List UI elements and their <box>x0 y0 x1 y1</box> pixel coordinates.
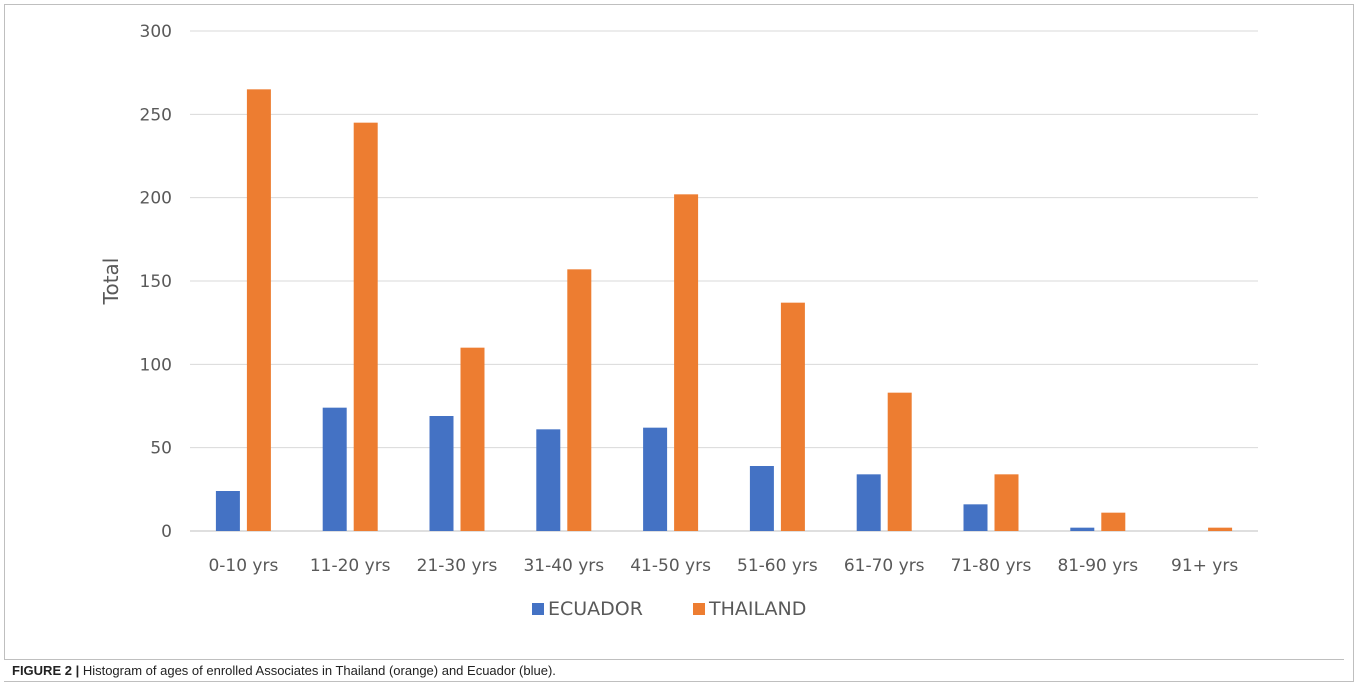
bar-thailand-4 <box>674 194 699 532</box>
y-tick-label: 100 <box>140 355 172 375</box>
bar-ecuador-8 <box>1070 527 1095 531</box>
bar-thailand-2 <box>460 347 485 531</box>
bar-thailand-3 <box>567 269 592 531</box>
x-tick-label: 81-90 yrs <box>1057 556 1138 576</box>
y-tick-label: 50 <box>150 439 172 459</box>
bar-thailand-5 <box>780 302 805 531</box>
bar-ecuador-3 <box>536 429 561 531</box>
y-axis-label: Total <box>99 258 123 306</box>
bar-chart: 0 50 100 150 200 250 300 0-10 yrs 11-20 yrs 21-3… <box>99 22 1258 620</box>
bar-ecuador-2 <box>429 416 454 531</box>
x-tick-label: 11-20 yrs <box>310 556 391 576</box>
legend-label-ecuador: ECUADOR <box>548 598 643 620</box>
bar-ecuador-0 <box>215 491 240 531</box>
bar-thailand-6 <box>887 392 912 531</box>
bar-ecuador-5 <box>749 466 774 531</box>
bar-thailand-1 <box>353 122 378 532</box>
bar-thailand-7 <box>994 474 1019 531</box>
gridlines <box>190 30 1258 532</box>
bar-ecuador-4 <box>643 427 668 531</box>
bar-ecuador-7 <box>963 504 988 531</box>
x-tick-label: 61-70 yrs <box>844 556 925 576</box>
caption-text: Histogram of ages of enrolled Associates… <box>79 663 556 678</box>
bar-thailand-9 <box>1208 527 1233 531</box>
x-tick-label: 41-50 yrs <box>630 556 711 576</box>
y-tick-label: 0 <box>161 522 172 542</box>
x-tick-label: 91+ yrs <box>1171 556 1238 576</box>
x-tick-label: 51-60 yrs <box>737 556 818 576</box>
legend-swatch-ecuador <box>532 603 544 615</box>
bar-thailand-8 <box>1101 512 1126 531</box>
x-tick-label: 71-80 yrs <box>951 556 1032 576</box>
bar-thailand-0 <box>246 89 271 531</box>
legend-label-thailand: THAILAND <box>708 598 806 620</box>
y-tick-label: 200 <box>140 189 172 209</box>
y-tick-label: 300 <box>140 22 172 42</box>
x-tick-label: 31-40 yrs <box>523 556 604 576</box>
y-tick-label: 150 <box>140 272 172 292</box>
x-tick-label: 0-10 yrs <box>208 556 278 576</box>
bars <box>215 89 1233 532</box>
x-tick-labels: 0-10 yrs 11-20 yrs 21-30 yrs 31-40 yrs 41-50… <box>208 556 1238 576</box>
legend: ECUADOR THAILAND <box>532 598 806 620</box>
bar-ecuador-6 <box>856 474 881 531</box>
x-tick-label: 21-30 yrs <box>417 556 498 576</box>
y-tick-label: 250 <box>140 105 172 125</box>
figure-caption: FIGURE 2 | Histogram of ages of enrolled… <box>4 659 1344 681</box>
caption-label: FIGURE 2 | <box>12 663 80 678</box>
y-tick-labels: 0 50 100 150 200 250 300 <box>140 22 172 542</box>
bar-ecuador-1 <box>322 407 347 531</box>
legend-swatch-thailand <box>693 603 705 615</box>
